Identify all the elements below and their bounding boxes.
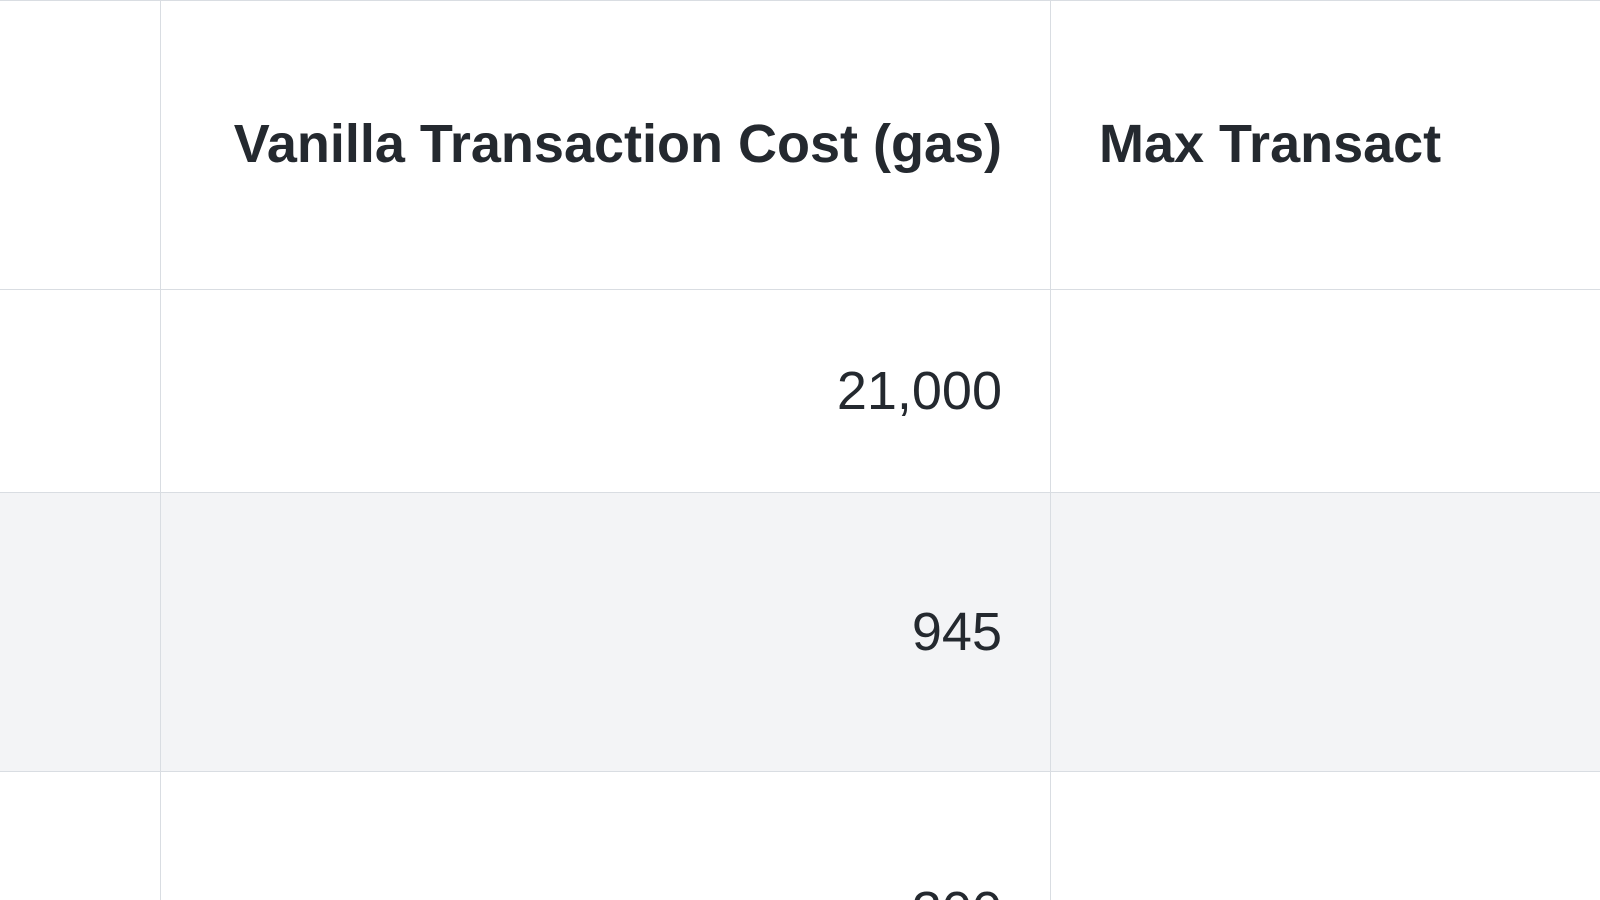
table-row: 21,000 <box>0 290 1600 493</box>
cell-leading <box>0 493 161 772</box>
table-header-row: Vanilla Transaction Cost (gas) Max Trans… <box>0 1 1600 290</box>
cell-vanilla-cost: 945 <box>161 493 1051 772</box>
col-header-leading <box>0 1 161 290</box>
cell-max-transact <box>1051 290 1600 493</box>
cell-max-transact <box>1051 493 1600 772</box>
gas-cost-table: Vanilla Transaction Cost (gas) Max Trans… <box>0 0 1600 900</box>
table-row: 300 <box>0 772 1600 900</box>
table-row: 945 <box>0 493 1600 772</box>
cell-leading <box>0 772 161 900</box>
cell-max-transact <box>1051 772 1600 900</box>
cell-vanilla-cost: 21,000 <box>161 290 1051 493</box>
cell-vanilla-cost: 300 <box>161 772 1051 900</box>
col-header-vanilla-cost: Vanilla Transaction Cost (gas) <box>161 1 1051 290</box>
cell-leading <box>0 290 161 493</box>
col-header-max-transact: Max Transact <box>1051 1 1600 290</box>
